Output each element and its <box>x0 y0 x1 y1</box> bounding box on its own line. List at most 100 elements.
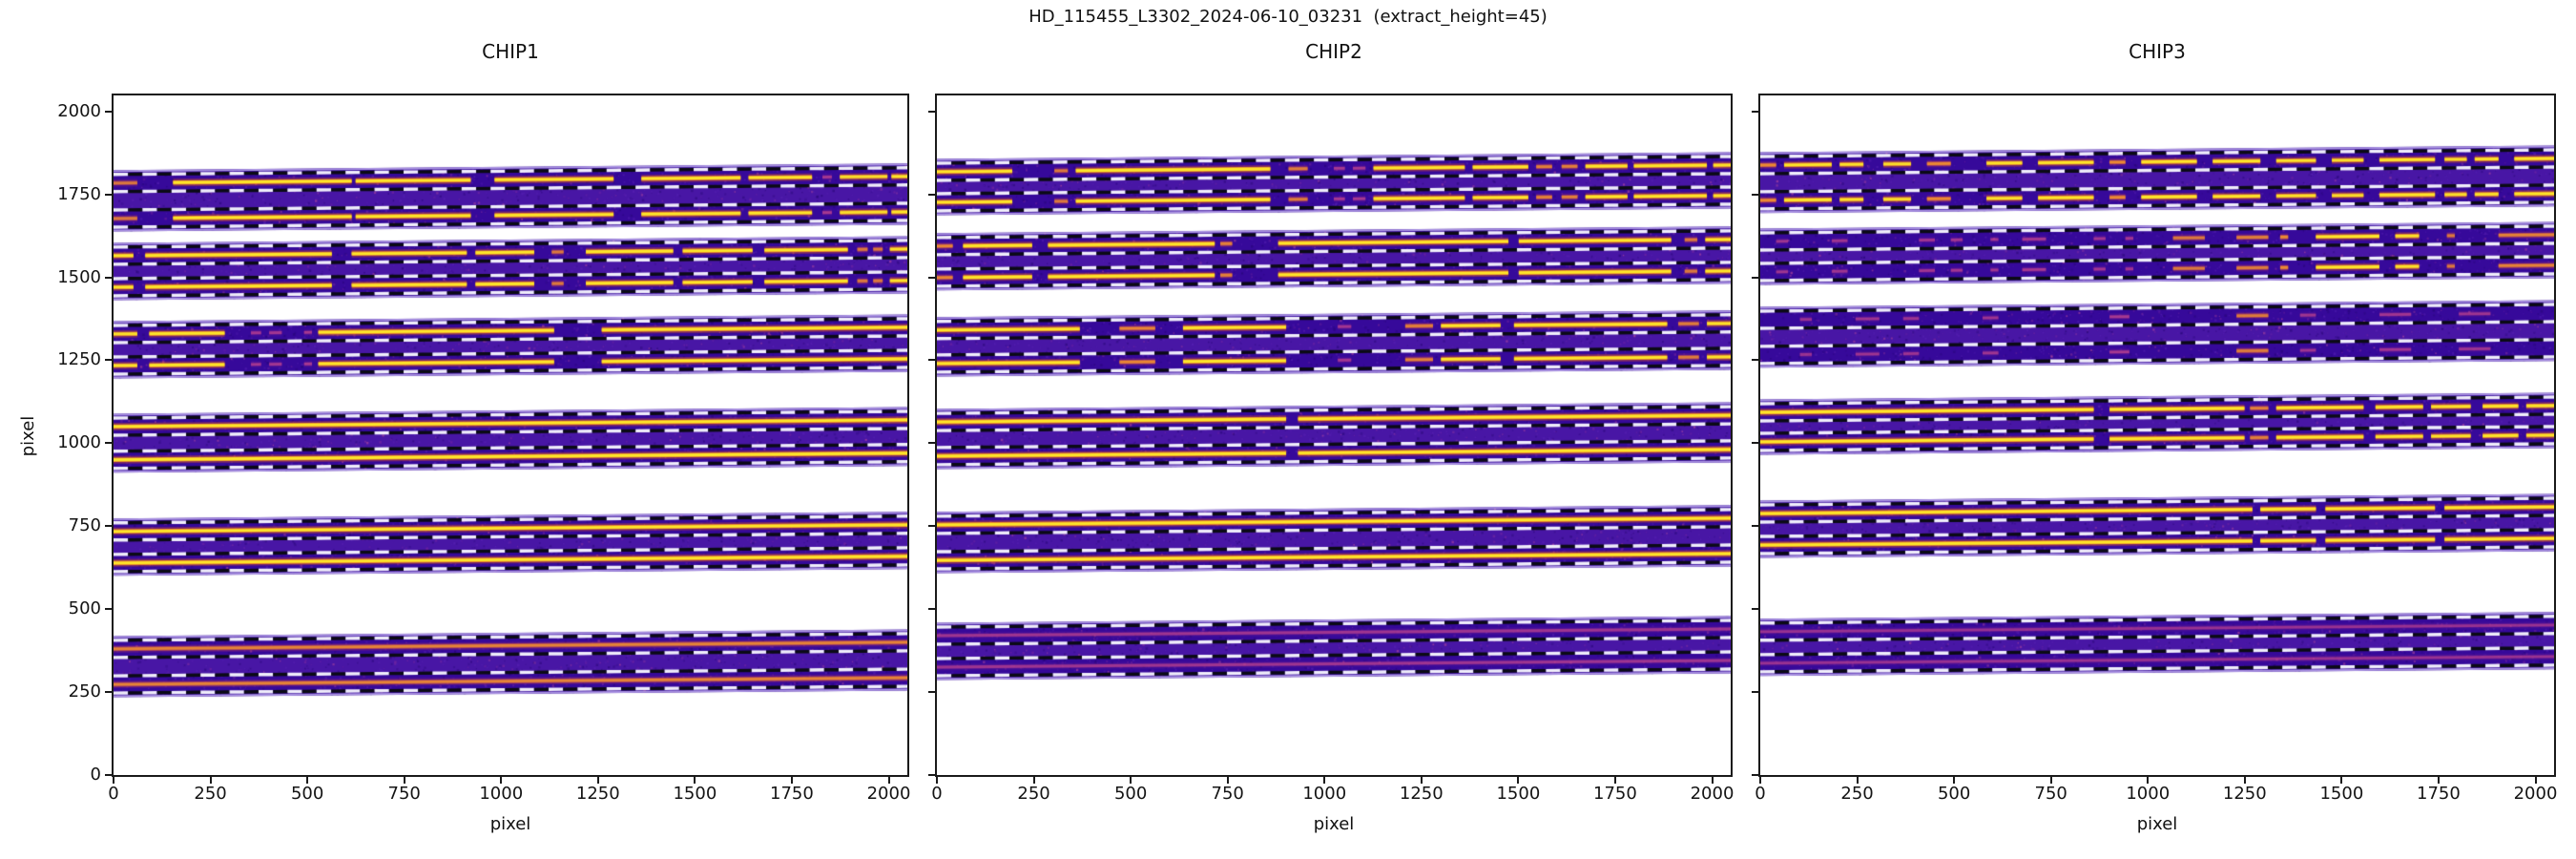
y-tick-label: 1000 <box>57 432 101 453</box>
x-tick-mark <box>694 777 696 784</box>
x-tick-label: 1250 <box>2222 784 2267 804</box>
x-tick-mark <box>1226 777 1229 784</box>
y-tick-mark <box>1752 691 1758 694</box>
plot-area-chip2 <box>935 94 1733 777</box>
x-tick-label: 0 <box>1755 784 1766 804</box>
y-tick-mark <box>1752 276 1758 279</box>
x-tick-label: 1750 <box>1593 784 1637 804</box>
x-tick-mark <box>1420 777 1423 784</box>
x-tick-mark <box>790 777 793 784</box>
x-tick-label: 250 <box>1840 784 1874 804</box>
x-tick-label: 750 <box>2034 784 2067 804</box>
x-tick-mark <box>1711 777 1714 784</box>
x-tick-mark <box>1613 777 1616 784</box>
y-tick-label: 1750 <box>57 183 101 204</box>
y-tick-mark <box>105 442 112 445</box>
x-tick-label: 1500 <box>673 784 717 804</box>
y-tick-mark <box>928 193 935 196</box>
x-tick-mark <box>2147 777 2150 784</box>
y-tick-mark <box>105 276 112 279</box>
x-tick-label: 2000 <box>866 784 911 804</box>
x-axis-label-chip3: pixel <box>2136 814 2178 834</box>
x-tick-label: 1750 <box>770 784 814 804</box>
x-tick-label: 0 <box>931 784 943 804</box>
x-tick-mark <box>887 777 890 784</box>
y-tick-mark <box>105 608 112 611</box>
x-tick-mark <box>936 777 938 784</box>
x-tick-mark <box>2049 777 2052 784</box>
x-tick-label: 500 <box>290 784 324 804</box>
panel-title-chip2: CHIP2 <box>1305 40 1362 63</box>
x-axis-label-chip2: pixel <box>1313 814 1355 834</box>
y-tick-mark <box>1752 774 1758 776</box>
panel-title-chip3: CHIP3 <box>2129 40 2186 63</box>
x-tick-label: 750 <box>387 784 421 804</box>
x-tick-label: 250 <box>1017 784 1050 804</box>
x-tick-mark <box>306 777 309 784</box>
plot-area-chip1 <box>112 94 909 777</box>
y-tick-mark <box>928 691 935 694</box>
y-tick-mark <box>928 774 935 776</box>
y-tick-mark <box>1752 359 1758 362</box>
y-tick-mark <box>928 276 935 279</box>
y-tick-label: 0 <box>90 765 101 785</box>
figure-title: HD_115455_L3302_2024-06-10_03231 (extrac… <box>1028 7 1548 27</box>
y-tick-label: 2000 <box>57 100 101 121</box>
y-tick-mark <box>1752 525 1758 528</box>
x-tick-label: 1250 <box>575 784 620 804</box>
x-tick-label: 0 <box>108 784 119 804</box>
x-tick-mark <box>113 777 114 784</box>
x-tick-label: 750 <box>1211 784 1244 804</box>
y-tick-mark <box>105 774 112 776</box>
y-tick-mark <box>105 193 112 196</box>
x-tick-mark <box>403 777 405 784</box>
x-tick-label: 500 <box>1937 784 1971 804</box>
y-tick-mark <box>1752 110 1758 113</box>
y-tick-mark <box>1752 608 1758 611</box>
y-tick-mark <box>1752 442 1758 445</box>
x-tick-mark <box>1517 777 1520 784</box>
chip2-detector-image <box>937 95 1731 775</box>
y-tick-label: 250 <box>68 681 101 702</box>
x-tick-label: 2000 <box>1690 784 1735 804</box>
y-tick-mark <box>928 525 935 528</box>
x-tick-mark <box>2534 777 2537 784</box>
x-tick-label: 2000 <box>2513 784 2558 804</box>
x-tick-mark <box>1130 777 1132 784</box>
x-tick-mark <box>1323 777 1326 784</box>
x-tick-mark <box>596 777 599 784</box>
x-tick-label: 1500 <box>1496 784 1541 804</box>
y-tick-mark <box>105 691 112 694</box>
y-tick-mark <box>1752 193 1758 196</box>
y-tick-label: 1500 <box>57 266 101 287</box>
chip1-detector-image <box>114 95 907 775</box>
plot-area-chip3 <box>1758 94 2556 777</box>
x-tick-mark <box>1032 777 1035 784</box>
y-tick-label: 750 <box>68 515 101 536</box>
x-tick-label: 1750 <box>2417 784 2461 804</box>
x-tick-label: 1000 <box>479 784 524 804</box>
x-tick-mark <box>2437 777 2440 784</box>
y-tick-mark <box>105 359 112 362</box>
x-tick-mark <box>2340 777 2343 784</box>
x-tick-label: 1000 <box>1302 784 1347 804</box>
x-tick-mark <box>1759 777 1761 784</box>
y-tick-mark <box>928 442 935 445</box>
x-tick-label: 1250 <box>1399 784 1444 804</box>
x-tick-mark <box>1856 777 1859 784</box>
y-tick-mark <box>928 608 935 611</box>
y-tick-mark <box>105 525 112 528</box>
x-tick-mark <box>209 777 212 784</box>
x-axis-label-chip1: pixel <box>489 814 531 834</box>
y-tick-mark <box>928 110 935 113</box>
y-tick-label: 500 <box>68 598 101 619</box>
y-tick-mark <box>105 110 112 113</box>
panel-title-chip1: CHIP1 <box>482 40 539 63</box>
x-tick-label: 1500 <box>2319 784 2364 804</box>
chip3-detector-image <box>1760 95 2554 775</box>
y-tick-label: 1250 <box>57 349 101 370</box>
x-tick-label: 1000 <box>2126 784 2171 804</box>
x-tick-mark <box>2243 777 2246 784</box>
x-tick-mark <box>1953 777 1956 784</box>
